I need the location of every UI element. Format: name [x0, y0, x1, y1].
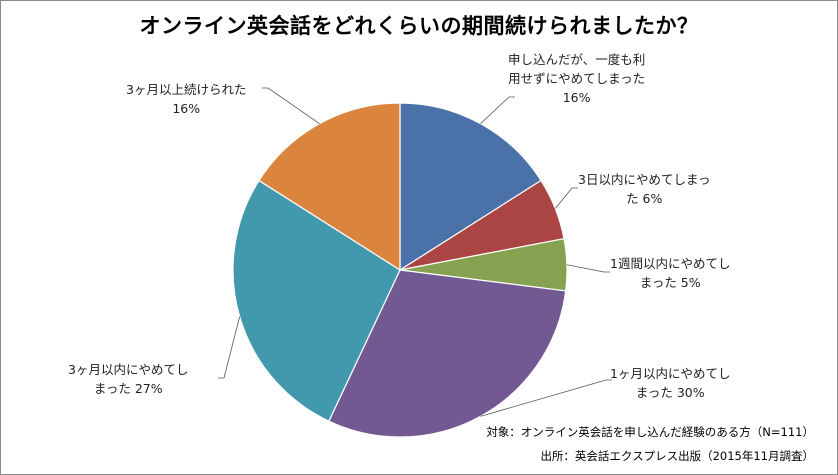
leader-line-4: [218, 316, 241, 379]
slice-label-3months-within: 3ヶ月以内にやめてし まった 27%: [68, 360, 188, 398]
slice-label-line: まった 5%: [639, 275, 701, 290]
slice-label-pct: 16%: [172, 101, 201, 116]
slice-label-line: まった 27%: [93, 381, 163, 396]
footnote-target: 対象：オンライン英会話を申し込んだ経験のある方（N=111）: [486, 425, 814, 439]
leader-line-3: [480, 379, 612, 417]
chart-title: オンライン英会話をどれくらいの期間続けられましたか？: [139, 14, 699, 38]
slice-label-line: まった 30%: [635, 385, 705, 400]
slice-label-line: 3ヶ月以上続けられた: [126, 82, 247, 97]
pie-slice-4: [232, 179, 401, 422]
slice-label-line: 1週間以内にやめてし: [610, 256, 731, 271]
slice-label-3months-plus: 3ヶ月以上続けられた 16%: [126, 80, 246, 118]
slice-label-line: 3ヶ月以内にやめてし: [68, 362, 189, 377]
slice-label-1week: 1週間以内にやめてし まった 5%: [610, 254, 730, 292]
slice-label-line: 用せずにやめてしまった: [508, 71, 646, 86]
slice-label-line: 1ヶ月以内にやめてし: [610, 366, 731, 381]
leader-line-0: [480, 96, 515, 124]
slice-label-3days: 3日以内にやめてしまっ た 6%: [578, 170, 710, 208]
slice-label-pct: 16%: [562, 90, 591, 105]
leader-line-1: [554, 187, 578, 209]
footnote-source: 出所：英会話エクスプレス出版（2015年11月調査）: [540, 449, 814, 463]
slice-label-never-used: 申し込んだが、一度も利 用せずにやめてしまった 16%: [508, 50, 645, 107]
leader-line-2: [566, 264, 610, 273]
slice-label-line: 申し込んだが、一度も利: [508, 52, 646, 67]
leader-line-5: [262, 87, 320, 124]
slice-label-line: た 6%: [626, 191, 663, 206]
slice-label-line: 3日以内にやめてしまっ: [578, 172, 711, 187]
pie-slice-3: [328, 269, 567, 438]
slice-label-1month: 1ヶ月以内にやめてし まった 30%: [610, 364, 730, 402]
